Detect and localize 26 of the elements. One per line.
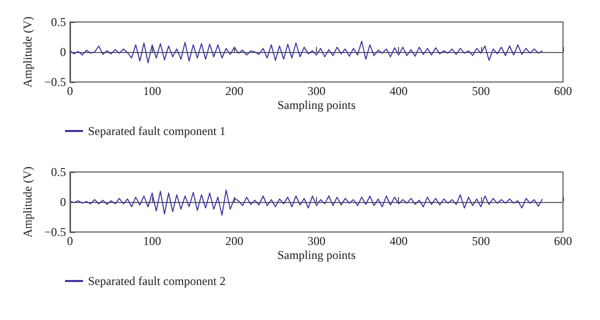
y-tick-label: 0 — [60, 195, 66, 209]
legend-label: Separated fault component 2 — [88, 274, 226, 288]
x-tick-label: 200 — [225, 234, 244, 248]
x-tick-label: 600 — [554, 84, 572, 98]
x-tick-label: 200 — [225, 84, 244, 98]
x-tick-label: 400 — [390, 84, 408, 98]
x-tick-label: 600 — [554, 234, 572, 248]
legend-label: Separated fault component 1 — [88, 124, 226, 138]
x-tick-label: 300 — [308, 234, 326, 248]
x-axis-title: Sampling points — [277, 98, 356, 112]
y-axis-title: Amplitude (V) — [20, 166, 34, 238]
line-series — [70, 40, 543, 64]
x-tick-label: 100 — [143, 84, 162, 98]
x-axis-title: Sampling points — [277, 248, 356, 262]
x-tick-label: 400 — [390, 234, 408, 248]
y-tick-label: 0 — [60, 45, 66, 59]
line-series — [70, 190, 543, 216]
y-tick-label: −0.5 — [44, 225, 66, 239]
x-tick-label: 500 — [472, 234, 490, 248]
y-tick-label: −0.5 — [44, 75, 66, 89]
y-tick-label: 0.5 — [51, 15, 66, 29]
y-axis-title: Amplitude (V) — [20, 16, 34, 88]
x-tick-label: 500 — [472, 84, 490, 98]
x-tick-label: 300 — [308, 84, 326, 98]
x-tick-label: 100 — [143, 234, 162, 248]
y-tick-label: 0.5 — [51, 165, 66, 179]
